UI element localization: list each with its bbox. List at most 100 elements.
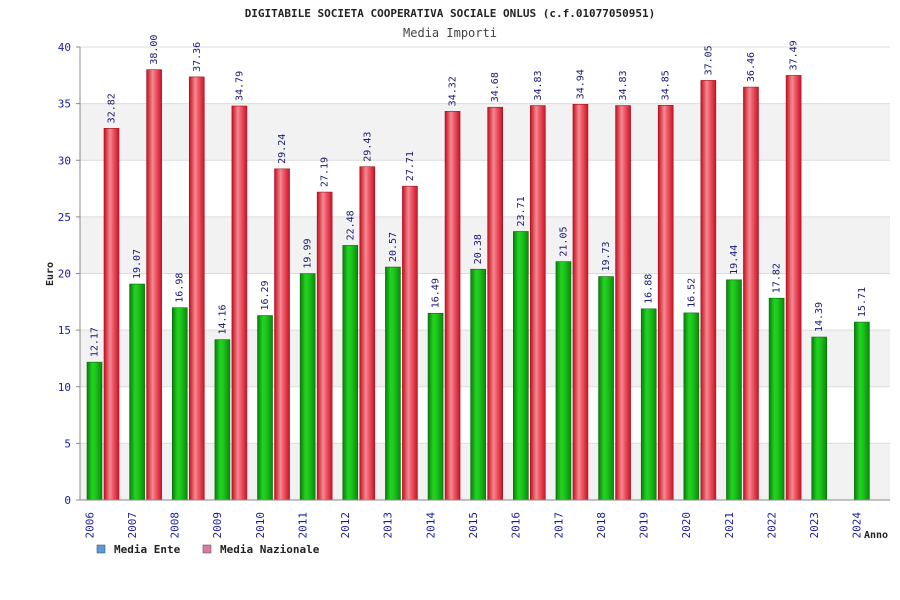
data-label: 17.82	[772, 263, 783, 293]
bar-media-ente	[299, 273, 316, 501]
data-label: 14.39	[814, 302, 825, 332]
bar-media-nazionale	[487, 106, 503, 501]
data-label: 34.68	[490, 72, 501, 102]
x-tick-label: 2019	[638, 512, 651, 539]
data-label: 19.07	[132, 249, 143, 279]
bar-media-ente	[811, 336, 828, 501]
bar-media-ente	[427, 312, 444, 501]
legend-swatch-media-nazionale	[202, 544, 212, 554]
bar-media-nazionale	[657, 105, 674, 501]
bar-media-nazionale	[700, 80, 717, 501]
data-label: 16.98	[175, 273, 186, 303]
data-label: 16.29	[260, 280, 271, 310]
bar-media-nazionale	[188, 76, 205, 501]
bar-media-nazionale	[274, 168, 290, 501]
x-tick-label: 2018	[595, 512, 608, 539]
legend-swatch-media-ente	[96, 544, 106, 554]
data-label: 20.38	[473, 234, 484, 264]
bar-media-ente	[470, 268, 486, 501]
bar-media-nazionale	[785, 75, 802, 501]
bar-media-nazionale	[572, 104, 589, 501]
bar-media-ente	[854, 321, 870, 501]
bar-media-ente	[513, 231, 529, 501]
bar-media-ente	[768, 297, 785, 501]
bar-labels: 12.17 32.82 19.07 38.00 16.98 37.36 14.16 34.79…	[90, 35, 868, 358]
bar-media-ente	[683, 312, 700, 501]
data-label: 34.32	[448, 76, 459, 106]
data-label: 29.43	[362, 132, 373, 162]
y-axis: 0 5 10 15 20 25 30 35 40	[58, 41, 81, 507]
bar-media-ente	[86, 361, 103, 501]
data-label: 34.83	[618, 70, 629, 100]
bar-media-ente	[342, 245, 359, 501]
y-tick-label: 25	[58, 211, 71, 224]
x-tick-label: 2016	[510, 512, 523, 539]
y-axis-label: Euro	[45, 262, 56, 286]
data-label: 15.71	[857, 287, 868, 317]
y-tick-label: 35	[58, 98, 71, 111]
data-label: 36.46	[746, 52, 757, 82]
bar-media-ente	[598, 276, 614, 501]
bar-media-ente	[257, 315, 273, 501]
x-tick-label: 2022	[765, 512, 778, 539]
bar-media-nazionale	[530, 105, 546, 501]
chart-title: DIGITABILE SOCIETA COOPERATIVA SOCIALE O…	[245, 7, 656, 20]
data-label: 37.36	[192, 42, 203, 72]
bar-media-ente	[385, 266, 401, 501]
x-tick-label: 2010	[254, 512, 267, 539]
data-label: 34.83	[533, 70, 544, 100]
bar-media-ente	[726, 279, 742, 501]
y-tick-label: 5	[64, 437, 71, 450]
bar-media-nazionale	[103, 128, 120, 501]
data-label: 19.73	[601, 241, 612, 271]
bar-media-nazionale	[743, 86, 759, 501]
data-label: 21.05	[558, 226, 569, 256]
bar-media-ente	[214, 339, 231, 501]
data-label: 16.52	[686, 278, 697, 308]
y-tick-label: 10	[58, 381, 71, 394]
data-label: 27.71	[405, 151, 416, 181]
bar-media-nazionale	[316, 191, 333, 501]
x-tick-label: 2009	[211, 512, 224, 539]
data-label: 16.49	[431, 278, 442, 308]
data-label: 22.48	[345, 210, 356, 240]
x-tick-label: 2021	[723, 512, 736, 539]
y-tick-label: 40	[58, 41, 71, 54]
x-axis: 2006 2007 2008 2009 2010 2011 2012 2013 2014 2015…	[80, 499, 890, 539]
data-label: 14.16	[217, 305, 228, 335]
x-tick-label: 2015	[467, 512, 480, 539]
x-axis-label: Anno	[864, 530, 888, 541]
bar-media-nazionale	[231, 105, 248, 501]
data-label: 37.49	[789, 40, 800, 70]
x-tick-label: 2020	[680, 512, 693, 539]
x-tick-label: 2024	[851, 512, 864, 539]
data-label: 16.88	[644, 274, 655, 304]
chart-subtitle: Media Importi	[403, 26, 497, 40]
y-tick-label: 15	[58, 324, 71, 337]
x-tick-label: 2013	[382, 512, 395, 539]
data-label: 19.44	[729, 245, 740, 275]
data-label: 20.57	[388, 232, 399, 262]
data-label: 27.19	[320, 157, 331, 187]
bar-media-nazionale	[402, 185, 418, 501]
data-label: 32.82	[107, 93, 118, 123]
x-tick-label: 2007	[126, 512, 139, 539]
data-label: 34.85	[661, 70, 672, 100]
data-label: 34.79	[234, 71, 245, 101]
bar-media-ente	[640, 308, 657, 501]
bar-media-ente	[129, 283, 145, 501]
data-label: 34.94	[575, 69, 586, 99]
bar-media-nazionale	[146, 69, 162, 501]
y-tick-label: 30	[58, 154, 71, 167]
data-label: 23.71	[516, 196, 527, 226]
bar-media-nazionale	[359, 166, 376, 501]
data-label: 38.00	[149, 35, 160, 65]
data-label: 19.99	[303, 239, 314, 269]
legend-label-media-nazionale: Media Nazionale	[220, 543, 320, 556]
data-label: 29.24	[277, 134, 288, 164]
x-tick-label: 2006	[83, 512, 96, 539]
x-tick-label: 2017	[552, 512, 565, 539]
y-tick-label: 20	[58, 268, 71, 281]
bar-media-nazionale	[615, 105, 631, 501]
